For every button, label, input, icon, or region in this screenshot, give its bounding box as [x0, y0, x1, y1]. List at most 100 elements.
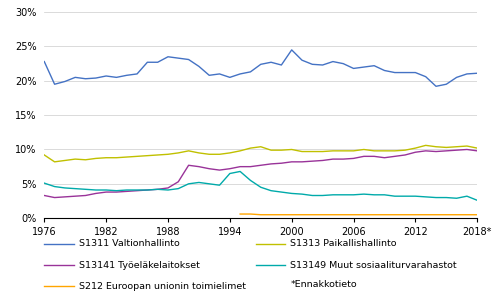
S13141 Työeläkelaitokset: [103, 190, 109, 194]
S13149 Muut sosiaaliturvarahastot: [361, 192, 367, 196]
S13149 Muut sosiaaliturvarahastot: [289, 191, 295, 195]
Text: S1313 Paikallishallinto: S1313 Paikallishallinto: [290, 239, 397, 248]
S13149 Muut sosiaaliturvarahastot: [320, 194, 326, 197]
S13149 Muut sosiaaliturvarahastot: [340, 193, 346, 197]
S13141 Työeläkelaitokset: [175, 180, 181, 184]
S1311 Valtionhallinto: [423, 75, 429, 78]
Text: S13141 Työeläkelaitokset: S13141 Työeläkelaitokset: [79, 261, 200, 270]
S13141 Työeläkelaitokset: [464, 148, 470, 151]
S1313 Paikallishallinto: [474, 146, 480, 150]
S13149 Muut sosiaaliturvarahastot: [237, 170, 243, 173]
S212 Euroopan unionin toimielimet: [433, 213, 439, 217]
Line: S13141 Työeläkelaitokset: S13141 Työeläkelaitokset: [44, 149, 477, 198]
S1311 Valtionhallinto: [62, 80, 68, 83]
S13149 Muut sosiaaliturvarahastot: [185, 182, 191, 186]
S13141 Työeläkelaitokset: [237, 165, 243, 168]
S13141 Työeläkelaitokset: [227, 167, 233, 171]
S1313 Paikallishallinto: [289, 148, 295, 151]
S212 Euroopan unionin toimielimet: [330, 213, 336, 217]
S1313 Paikallishallinto: [412, 146, 418, 150]
S1311 Valtionhallinto: [41, 60, 47, 63]
S1311 Valtionhallinto: [103, 74, 109, 78]
S1313 Paikallishallinto: [124, 155, 130, 159]
S13141 Työeläkelaitokset: [402, 153, 408, 157]
S1311 Valtionhallinto: [154, 60, 160, 64]
S1311 Valtionhallinto: [227, 75, 233, 79]
S1311 Valtionhallinto: [247, 70, 253, 74]
S1313 Paikallishallinto: [278, 148, 284, 152]
S212 Euroopan unionin toimielimet: [289, 213, 295, 217]
Line: S212 Euroopan unionin toimielimet: S212 Euroopan unionin toimielimet: [240, 214, 477, 215]
S1311 Valtionhallinto: [165, 55, 171, 58]
S1313 Paikallishallinto: [134, 155, 140, 158]
S212 Euroopan unionin toimielimet: [361, 213, 367, 217]
S1313 Paikallishallinto: [330, 149, 336, 153]
S13149 Muut sosiaaliturvarahastot: [392, 194, 398, 198]
S212 Euroopan unionin toimielimet: [371, 213, 377, 217]
S13149 Muut sosiaaliturvarahastot: [72, 187, 78, 191]
S13149 Muut sosiaaliturvarahastot: [52, 185, 58, 188]
S1313 Paikallishallinto: [227, 151, 233, 155]
S13149 Muut sosiaaliturvarahastot: [114, 189, 120, 192]
Text: S1311 Valtionhallinto: S1311 Valtionhallinto: [79, 239, 180, 248]
S13141 Työeläkelaitokset: [41, 194, 47, 197]
S1311 Valtionhallinto: [124, 74, 130, 77]
S212 Euroopan unionin toimielimet: [309, 213, 315, 217]
S13141 Työeläkelaitokset: [351, 157, 357, 160]
S13141 Työeläkelaitokset: [443, 149, 449, 153]
S212 Euroopan unionin toimielimet: [412, 213, 418, 217]
Line: S1313 Paikallishallinto: S1313 Paikallishallinto: [44, 145, 477, 162]
S13141 Työeläkelaitokset: [474, 149, 480, 153]
S13141 Työeläkelaitokset: [299, 160, 305, 164]
S212 Euroopan unionin toimielimet: [464, 213, 470, 217]
S13141 Työeläkelaitokset: [93, 191, 99, 195]
S1311 Valtionhallinto: [361, 65, 367, 69]
S13149 Muut sosiaaliturvarahastot: [381, 193, 387, 197]
S1311 Valtionhallinto: [175, 56, 181, 60]
S212 Euroopan unionin toimielimet: [268, 213, 274, 217]
S212 Euroopan unionin toimielimet: [247, 212, 253, 216]
S13141 Työeläkelaitokset: [62, 195, 68, 199]
S1313 Paikallishallinto: [392, 149, 398, 153]
S1313 Paikallishallinto: [320, 150, 326, 153]
S1313 Paikallishallinto: [72, 157, 78, 161]
S13141 Työeläkelaitokset: [185, 163, 191, 167]
S212 Euroopan unionin toimielimet: [351, 213, 357, 217]
S13149 Muut sosiaaliturvarahastot: [247, 178, 253, 182]
S1313 Paikallishallinto: [258, 145, 264, 148]
S1311 Valtionhallinto: [330, 60, 336, 63]
S13141 Työeläkelaitokset: [320, 159, 326, 162]
S13141 Työeläkelaitokset: [371, 155, 377, 158]
S212 Euroopan unionin toimielimet: [299, 213, 305, 217]
S13141 Työeläkelaitokset: [114, 190, 120, 194]
S212 Euroopan unionin toimielimet: [381, 213, 387, 217]
S13149 Muut sosiaaliturvarahastot: [227, 172, 233, 175]
S1313 Paikallishallinto: [371, 149, 377, 153]
S1313 Paikallishallinto: [423, 144, 429, 147]
S212 Euroopan unionin toimielimet: [320, 213, 326, 217]
S1311 Valtionhallinto: [134, 72, 140, 76]
S212 Euroopan unionin toimielimet: [278, 213, 284, 217]
S13149 Muut sosiaaliturvarahastot: [206, 182, 212, 186]
S212 Euroopan unionin toimielimet: [340, 213, 346, 217]
S13149 Muut sosiaaliturvarahastot: [423, 195, 429, 199]
Text: S212 Euroopan unionin toimielimet: S212 Euroopan unionin toimielimet: [79, 282, 246, 291]
S1311 Valtionhallinto: [402, 71, 408, 74]
S1311 Valtionhallinto: [93, 76, 99, 80]
S13149 Muut sosiaaliturvarahastot: [443, 196, 449, 199]
S212 Euroopan unionin toimielimet: [258, 213, 264, 217]
S1313 Paikallishallinto: [299, 150, 305, 153]
S13149 Muut sosiaaliturvarahastot: [216, 183, 222, 187]
S13149 Muut sosiaaliturvarahastot: [124, 188, 130, 192]
S212 Euroopan unionin toimielimet: [443, 213, 449, 217]
S13141 Työeläkelaitokset: [165, 186, 171, 190]
S13149 Muut sosiaaliturvarahastot: [299, 192, 305, 196]
S13149 Muut sosiaaliturvarahastot: [309, 194, 315, 197]
S1311 Valtionhallinto: [258, 62, 264, 66]
S1313 Paikallishallinto: [340, 149, 346, 153]
S13141 Työeläkelaitokset: [381, 156, 387, 160]
S13141 Työeläkelaitokset: [433, 150, 439, 153]
S1311 Valtionhallinto: [278, 63, 284, 67]
S13149 Muut sosiaaliturvarahastot: [474, 198, 480, 202]
S13141 Työeläkelaitokset: [134, 189, 140, 192]
